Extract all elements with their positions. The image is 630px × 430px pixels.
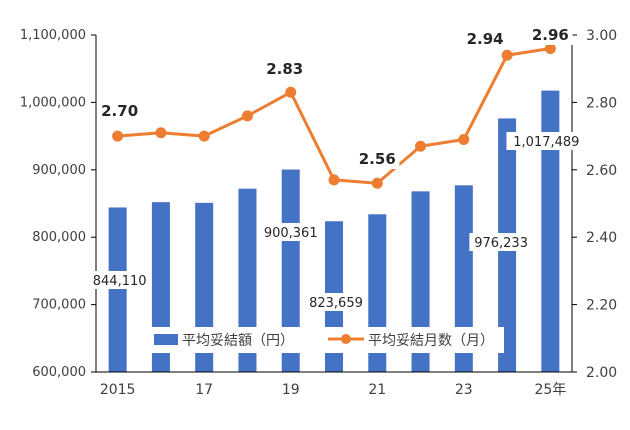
x-tick-label: 17 — [195, 382, 213, 398]
bar-data-label-bg — [469, 233, 533, 251]
bar-data-label: 976,233 — [474, 236, 528, 251]
line-data-label: 2.70 — [101, 102, 138, 120]
line-point-21 — [371, 177, 383, 189]
line-point-22 — [415, 140, 427, 152]
line-data-label: 2.94 — [467, 30, 504, 48]
legend-line-label: 平均妥結月数（月） — [368, 333, 494, 349]
bar-data-label: 823,659 — [309, 296, 363, 311]
line-data-label: 2.83 — [266, 60, 303, 78]
left-tick-label: 1,000,000 — [20, 95, 86, 110]
left-tick-label: 700,000 — [32, 298, 86, 313]
left-tick-label: 900,000 — [32, 163, 86, 178]
bar-19 — [281, 169, 300, 372]
data-labels-layer: 844,110 900,361 823,659 976,233 1,017,489 2.7… — [87, 25, 587, 311]
legend: 平均妥結額（円） 平均妥結月数（月） — [148, 327, 504, 353]
bar-data-label: 900,361 — [264, 226, 318, 241]
line-layer — [112, 42, 556, 189]
bar-data-label-bg — [304, 293, 368, 311]
legend-bar-label: 平均妥結額（円） — [182, 333, 294, 349]
line-point-17 — [198, 130, 210, 142]
left-tick-label: 600,000 — [32, 365, 86, 380]
x-tick-label: 21 — [368, 382, 386, 398]
line-data-label-bg — [262, 59, 307, 79]
line-series — [117, 46, 551, 185]
line-point-24 — [501, 49, 513, 61]
line-point-19 — [285, 86, 297, 98]
x-tick-label: 19 — [282, 382, 300, 398]
bar-data-label: 1,017,489 — [513, 135, 579, 150]
line-point-25年 — [544, 42, 556, 54]
line-point-23 — [458, 133, 470, 145]
left-tick-label: 1,100,000 — [20, 28, 86, 43]
x-tick-label: 23 — [455, 382, 473, 398]
right-tick-label: 3.00 — [586, 28, 617, 44]
bar-data-label-bg — [259, 223, 323, 241]
x-tick-label: 25年 — [534, 382, 566, 398]
bar-data-label-bg — [87, 271, 152, 289]
bar-23 — [454, 185, 473, 372]
legend-bar-swatch — [154, 334, 178, 345]
legend-background — [148, 327, 504, 353]
x-tick-label: 2015 — [100, 382, 136, 398]
bar-22 — [411, 191, 430, 372]
right-tick-label: 2.80 — [586, 95, 617, 111]
right-tick-label: 2.40 — [586, 230, 617, 246]
right-tick-label: 2.60 — [586, 163, 617, 179]
bar-data-label: 844,110 — [93, 274, 147, 289]
line-point-16 — [155, 127, 167, 139]
line-data-label: 2.56 — [359, 150, 396, 168]
bar-25年 — [541, 90, 560, 372]
right-tick-label: 2.20 — [586, 298, 617, 314]
line-point-18 — [241, 110, 253, 122]
right-tick-label: 2.00 — [586, 365, 617, 381]
line-data-label: 2.96 — [532, 26, 569, 44]
axes-layer: 600,000 700,000 800,000 900,000 1,000,000 1,1… — [20, 28, 617, 398]
line-point-2015 — [112, 130, 124, 142]
line-data-label-bg — [97, 101, 142, 121]
bar-data-label-bg — [506, 132, 587, 150]
bar-18 — [238, 188, 257, 372]
line-data-label-bg — [355, 149, 400, 169]
left-tick-label: 800,000 — [32, 230, 86, 245]
bar-2015 — [108, 207, 127, 372]
line-point-20 — [328, 174, 340, 186]
line-data-label-bg — [528, 25, 573, 45]
legend-line-marker — [341, 334, 351, 344]
line-data-label-bg — [462, 29, 508, 49]
